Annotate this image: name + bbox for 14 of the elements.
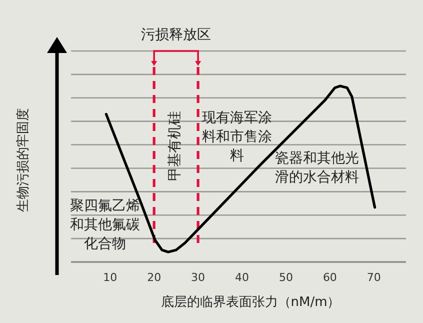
annotation: 现有海军涂料和市售涂料: [202, 110, 272, 164]
y-axis-title: 生物污损的牢固度: [15, 108, 31, 212]
xtick: 20: [147, 271, 162, 284]
xtick: 50: [278, 271, 293, 284]
xtick: 60: [322, 271, 337, 284]
annotation: 聚四氟乙烯和其他氟碳化合物: [70, 198, 140, 252]
annotation: 瓷器和其他光滑的水合材料: [275, 150, 359, 186]
xtick: 40: [235, 271, 250, 284]
xtick: 10: [103, 271, 118, 284]
x-axis-title: 底层的临界表面张力（nM/m）: [160, 295, 340, 310]
xtick: 30: [191, 271, 206, 284]
xtick: 70: [366, 271, 381, 284]
text: 污损释放区: [141, 27, 212, 43]
annotation: 甲基有机硅: [167, 111, 183, 181]
